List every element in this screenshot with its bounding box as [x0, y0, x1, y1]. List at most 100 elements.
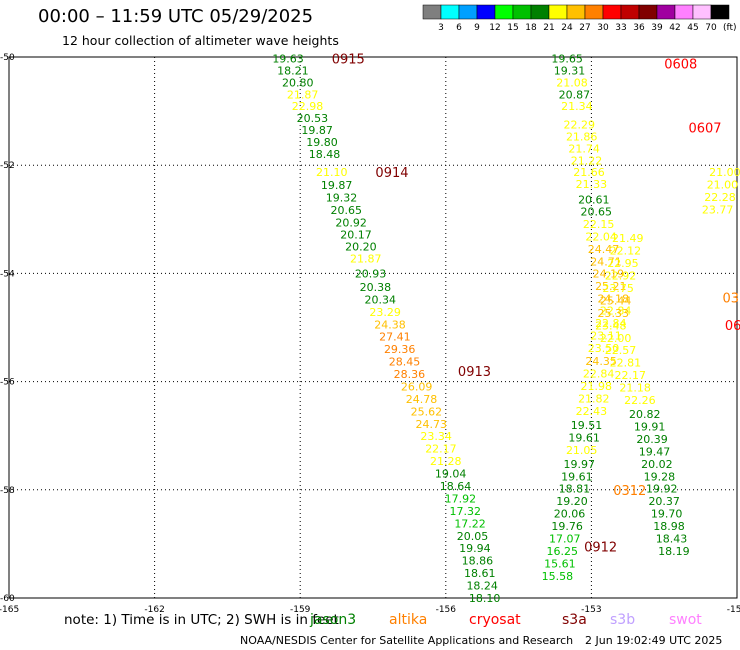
wave-height-value: 19.97: [564, 458, 596, 471]
y-tick-label: -54: [0, 269, 15, 279]
wave-height-value: 22.28: [704, 191, 736, 204]
data-points: 19.6318.2120.8021.8722.9820.5319.8719.80…: [272, 53, 740, 605]
color-scale-label: 3: [438, 23, 444, 33]
color-swatch: [422, 4, 442, 20]
wave-height-value: 19.91: [634, 421, 666, 434]
wave-height-value: 20.93: [355, 267, 387, 280]
color-swatch: [620, 4, 640, 20]
wave-height-value: 22.84: [600, 305, 632, 318]
color-swatch: [512, 4, 532, 20]
x-tick-label: -162: [144, 605, 164, 615]
color-swatch: [548, 4, 568, 20]
wave-height-value: 21.28: [430, 455, 462, 468]
color-scale-label: 39: [651, 23, 663, 33]
wave-height-value: 15.61: [544, 557, 576, 570]
wave-height-value: 18.98: [653, 520, 685, 533]
chart-subtitle: 12 hour collection of altimeter wave hei…: [62, 33, 339, 48]
wave-height-value: 21.33: [576, 178, 608, 191]
wave-height-value: 21.08: [556, 76, 588, 89]
color-swatch: [458, 4, 478, 20]
footnote: note: 1) Time is in UTC; 2) SWH is in fe…: [64, 612, 339, 628]
color-swatch: [602, 4, 622, 20]
pass-label: 031: [722, 292, 740, 307]
wave-height-value: 19.47: [639, 445, 671, 458]
color-swatch: [584, 4, 604, 20]
wave-height-value: 21.18: [619, 382, 651, 395]
satellite-legend: jason3 altika cryosat s3a s3b swot: [0, 612, 740, 632]
wave-height-value: 22.17: [425, 443, 457, 456]
wave-height-value: 22.29: [564, 119, 596, 132]
wave-height-value: 27.41: [379, 331, 411, 344]
wave-height-value: 24.38: [374, 318, 406, 331]
color-swatch: [710, 4, 730, 20]
legend-item-jason3: jason3: [310, 612, 357, 628]
generation-timestamp: 2 Jun 19:02:49 UTC 2025: [585, 634, 723, 647]
wave-height-value: 24.71: [590, 255, 622, 268]
wave-height-value: 20.61: [578, 193, 610, 206]
wave-height-value: 20.65: [331, 204, 363, 217]
wave-height-value: 17.92: [445, 492, 477, 505]
wave-height-value: 20.80: [282, 76, 314, 89]
chart-title: 00:00 – 11:59 UTC 05/29/2025: [38, 6, 314, 27]
wave-height-value: 24.78: [406, 393, 438, 406]
plot-border: [8, 56, 738, 599]
wave-height-value: 20.53: [297, 112, 329, 125]
wave-height-value: 21.82: [578, 392, 610, 405]
wave-height-value: 19.61: [561, 470, 593, 483]
wave-height-value: 18.81: [559, 483, 591, 496]
wave-height-value: 19.92: [646, 483, 678, 496]
wave-height-value: 22.43: [576, 405, 608, 418]
color-scale-label: 45: [687, 23, 698, 33]
wave-height-value: 21.74: [568, 142, 600, 155]
wave-height-value: 20.06: [554, 508, 586, 521]
wave-height-value: 19.76: [551, 520, 583, 533]
wave-height-value: 22.81: [610, 357, 642, 370]
pass-label: 0913: [458, 365, 491, 380]
wave-height-value: 21.34: [561, 100, 593, 113]
color-scale-label: 36: [633, 23, 645, 33]
pass-label: 0606: [725, 319, 740, 334]
wave-height-value: 22.15: [583, 218, 615, 231]
x-tick-label: -153: [581, 605, 601, 615]
legend-item-s3a: s3a: [562, 612, 587, 628]
wave-height-value: 16.25: [547, 545, 579, 558]
y-tick-label: -50: [0, 53, 15, 63]
wave-height-value: 20.17: [340, 228, 372, 241]
wave-height-value: 19.87: [321, 179, 353, 192]
wave-height-value: 19.20: [556, 495, 588, 508]
pass-label: 0912: [584, 541, 617, 556]
wave-height-value: 21.05: [566, 444, 598, 457]
color-scale-label: 27: [579, 23, 590, 33]
color-scale-bar: 3 6 9 12 15 18 21 24 27 30 33 36 39 42 45 70 (ft): [422, 4, 737, 33]
color-scale-label: 15: [507, 23, 518, 33]
color-swatch: [440, 4, 460, 20]
wave-height-value: 23.29: [369, 306, 401, 319]
wave-height-value: 20.34: [365, 293, 397, 306]
wave-height-value: 22.95: [607, 257, 639, 270]
y-tick-label: -60: [0, 594, 15, 604]
wave-height-value: 21.87: [350, 252, 382, 265]
wave-height-value: 21.87: [287, 88, 319, 101]
wave-height-value: 20.02: [641, 458, 673, 471]
color-scale-label: 18: [525, 23, 537, 33]
legend-item-cryosat: cryosat: [469, 612, 521, 628]
wave-height-value: 20.87: [559, 88, 591, 101]
pass-labels: 0915 0914 0913 0912 0608 0607 0606 0312 031: [332, 53, 740, 556]
pass-label: 0608: [664, 57, 697, 72]
wave-height-value: 22.98: [292, 100, 324, 113]
pass-label: 0607: [688, 121, 721, 136]
legend-item-swot: swot: [669, 612, 702, 628]
color-scale-label: 6: [456, 23, 462, 33]
wave-height-value: 20.65: [581, 206, 613, 219]
wave-height-value: 22.26: [624, 394, 656, 407]
color-swatch: [566, 4, 586, 20]
wave-height-value: 18.48: [309, 148, 341, 161]
x-tick-label: -156: [436, 605, 457, 615]
wave-height-value: 18.21: [277, 65, 309, 78]
wave-height-value: 28.36: [394, 368, 426, 381]
wave-height-value: 22.84: [583, 367, 615, 380]
color-swatch: [494, 4, 514, 20]
color-scale-label: 70: [705, 23, 717, 33]
wave-height-value: 15.58: [542, 570, 574, 583]
wave-height-value: 19.65: [551, 53, 583, 66]
